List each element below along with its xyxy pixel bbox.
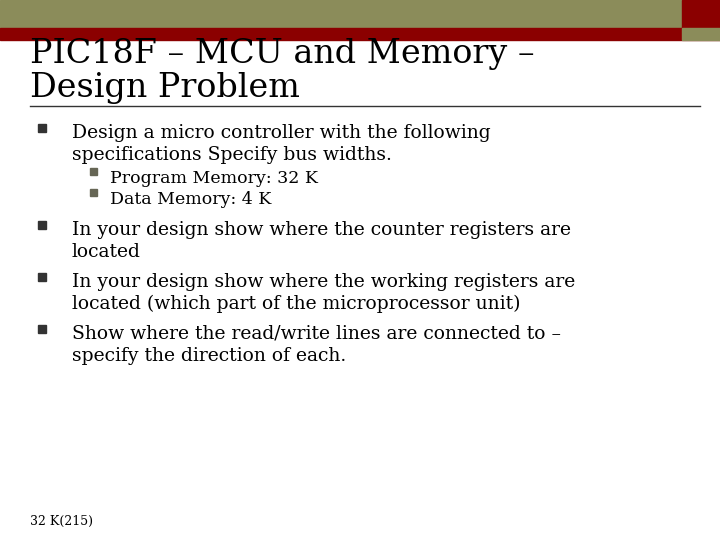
Text: Design a micro controller with the following: Design a micro controller with the follo… — [72, 124, 490, 142]
Text: Program Memory: 32 K: Program Memory: 32 K — [110, 170, 318, 187]
Text: In your design show where the working registers are: In your design show where the working re… — [72, 273, 575, 291]
Bar — [38, 325, 46, 333]
Text: specifications Specify bus widths.: specifications Specify bus widths. — [72, 146, 392, 164]
Bar — [38, 124, 46, 132]
Text: located: located — [72, 243, 141, 261]
Text: In your design show where the counter registers are: In your design show where the counter re… — [72, 221, 571, 239]
Text: PIC18F – MCU and Memory –: PIC18F – MCU and Memory – — [30, 38, 535, 70]
Bar — [682, 0, 720, 28]
Bar — [38, 273, 46, 281]
Bar — [682, 28, 720, 40]
Text: Data Memory: 4 K: Data Memory: 4 K — [110, 191, 271, 208]
Bar — [90, 189, 97, 196]
Text: Design Problem: Design Problem — [30, 72, 300, 104]
Bar — [38, 221, 46, 229]
Bar — [90, 168, 97, 175]
Text: located (which part of the microprocessor unit): located (which part of the microprocesso… — [72, 295, 521, 313]
Bar — [0, 0, 682, 28]
Bar — [0, 28, 720, 40]
Text: Show where the read/write lines are connected to –: Show where the read/write lines are conn… — [72, 325, 561, 343]
Text: specify the direction of each.: specify the direction of each. — [72, 347, 346, 365]
Text: 32 K(215): 32 K(215) — [30, 515, 93, 528]
